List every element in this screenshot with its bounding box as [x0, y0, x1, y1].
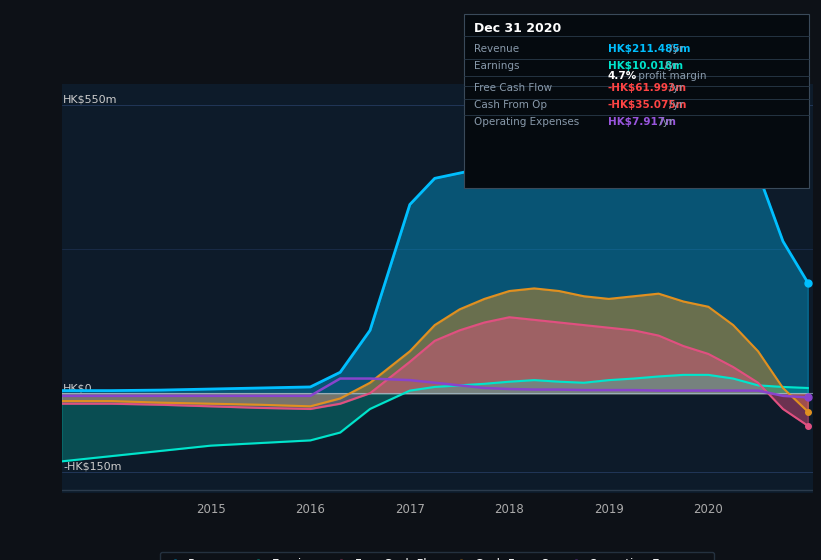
- Text: /yr: /yr: [667, 44, 684, 54]
- Text: /yr: /yr: [667, 100, 684, 110]
- Text: HK$211.485m: HK$211.485m: [608, 44, 690, 54]
- Text: profit margin: profit margin: [635, 71, 706, 81]
- Text: Revenue: Revenue: [474, 44, 519, 54]
- Text: HK$10.018m: HK$10.018m: [608, 61, 683, 71]
- Text: Earnings: Earnings: [474, 61, 519, 71]
- Text: Cash From Op: Cash From Op: [474, 100, 547, 110]
- Text: /yr: /yr: [656, 117, 673, 127]
- Text: 4.7%: 4.7%: [608, 71, 637, 81]
- Text: Free Cash Flow: Free Cash Flow: [474, 83, 552, 94]
- Text: -HK$150m: -HK$150m: [63, 462, 122, 472]
- Text: /yr: /yr: [661, 61, 678, 71]
- Text: HK$0: HK$0: [63, 383, 93, 393]
- Text: /yr: /yr: [667, 83, 684, 94]
- Text: -HK$35.075m: -HK$35.075m: [608, 100, 687, 110]
- Text: -HK$61.993m: -HK$61.993m: [608, 83, 686, 94]
- Text: HK$7.917m: HK$7.917m: [608, 117, 676, 127]
- Text: Dec 31 2020: Dec 31 2020: [474, 22, 561, 35]
- Text: HK$550m: HK$550m: [63, 95, 117, 105]
- Text: Operating Expenses: Operating Expenses: [474, 117, 579, 127]
- Legend: Revenue, Earnings, Free Cash Flow, Cash From Op, Operating Expenses: Revenue, Earnings, Free Cash Flow, Cash …: [160, 552, 714, 560]
